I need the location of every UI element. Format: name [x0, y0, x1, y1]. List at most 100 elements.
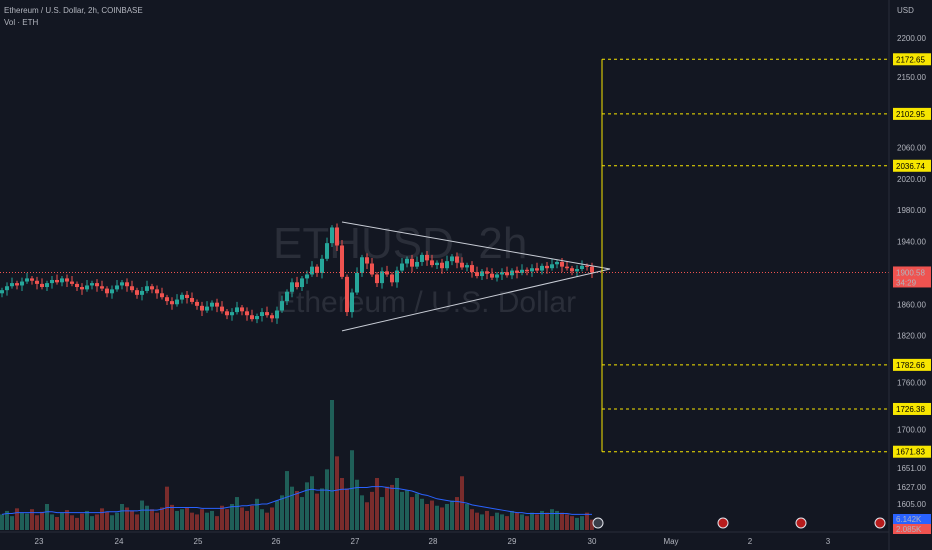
volume-bar: [40, 511, 44, 530]
volume-bar: [205, 512, 209, 530]
volume-bar: [455, 497, 459, 530]
volume-bar: [470, 509, 474, 530]
volume-bar: [175, 510, 179, 530]
candle: [320, 254, 324, 279]
candle-body: [85, 285, 89, 290]
earnings-event-icon[interactable]: [795, 517, 807, 529]
volume-bar: [35, 515, 39, 530]
candle: [395, 266, 399, 288]
candle-body: [250, 315, 254, 320]
candle-body: [375, 274, 379, 284]
candle-body: [445, 261, 449, 269]
candle: [525, 267, 529, 276]
candle-body: [185, 294, 189, 298]
candle-body: [275, 310, 279, 319]
last-price-box: [893, 266, 931, 288]
watermark-name: Ethereum / U.S. Dollar: [276, 286, 576, 319]
candle: [300, 276, 304, 291]
candle-body: [405, 258, 409, 264]
candle: [290, 278, 294, 298]
candle-body: [190, 297, 194, 302]
candle: [310, 261, 314, 277]
candle: [390, 272, 394, 287]
volume-bar: [85, 510, 89, 530]
price-tick-label: 1820.00: [897, 332, 926, 341]
volume-bar: [315, 493, 319, 530]
volume-bar: [425, 504, 429, 530]
volume-indicator-label[interactable]: Vol · ETH: [4, 18, 39, 27]
candle: [0, 287, 4, 298]
time-tick-label: May: [663, 537, 678, 546]
candle-body: [550, 264, 554, 269]
earnings-event-icon[interactable]: [874, 517, 886, 529]
candle: [160, 287, 164, 300]
price-tick-label: 2020.00: [897, 175, 926, 184]
candle-body: [330, 227, 334, 244]
candle: [165, 294, 169, 306]
candle-body: [430, 260, 434, 266]
candle: [340, 240, 344, 280]
volume-bar: [100, 508, 104, 530]
volume-bar: [295, 491, 299, 530]
volume-bar: [10, 516, 14, 530]
candle: [75, 281, 79, 291]
candle: [570, 265, 574, 276]
volume-bar: [325, 469, 329, 530]
candle: [460, 257, 464, 270]
candle: [150, 283, 154, 294]
candle-body: [300, 278, 304, 288]
volume-bar: [5, 510, 9, 530]
candle-body: [145, 286, 149, 291]
candle-body: [325, 243, 329, 259]
volume-bar: [475, 512, 479, 530]
earnings-event-icon[interactable]: [717, 517, 729, 529]
volume-bar: [185, 507, 189, 530]
volume-bar: [385, 486, 389, 530]
candle: [60, 276, 64, 287]
candle-body: [205, 306, 209, 311]
candle: [355, 267, 359, 295]
candle-body: [295, 282, 299, 288]
candle: [285, 289, 289, 306]
price-tick-label: 1980.00: [897, 206, 926, 215]
price-tick-label: 1760.00: [897, 379, 926, 388]
candle-body: [60, 278, 64, 283]
volume-bar: [570, 516, 574, 530]
candle-body: [305, 274, 309, 279]
candle: [490, 268, 494, 280]
candle: [275, 306, 279, 324]
candle: [470, 261, 474, 278]
volume-bar: [490, 516, 494, 530]
candle: [360, 254, 364, 277]
candle-body: [165, 297, 169, 302]
volume-bar: [390, 484, 394, 530]
volume-bar: [105, 511, 109, 530]
chart-header-symbol[interactable]: Ethereum / U.S. Dollar, 2h, COINBASE: [4, 6, 143, 15]
candle-body: [265, 312, 269, 316]
candle-body: [395, 270, 399, 283]
triangle-pattern[interactable]: [341, 221, 611, 332]
volume-bar: [465, 504, 469, 530]
candle-body: [260, 312, 264, 317]
price-tick-label: 1940.00: [897, 238, 926, 247]
candle-body: [525, 269, 529, 272]
candle: [425, 250, 429, 266]
volume-bar: [260, 509, 264, 530]
volume-bar: [140, 500, 144, 530]
lightning-event-icon[interactable]: [592, 517, 604, 529]
level-label: 2102.95: [896, 110, 925, 119]
candle-body: [210, 302, 214, 307]
candle-body: [20, 281, 24, 286]
candle-body: [5, 286, 9, 291]
candle: [325, 237, 329, 262]
volume-bar: [370, 491, 374, 530]
candle: [555, 259, 559, 269]
candle-body: [555, 261, 559, 265]
volume-bar: [500, 514, 504, 530]
volume-bar: [30, 509, 34, 530]
candle-body: [120, 282, 124, 286]
volume-bar: [250, 505, 254, 530]
price-tick-label: 2200.00: [897, 34, 926, 43]
volume-bar: [70, 515, 74, 530]
